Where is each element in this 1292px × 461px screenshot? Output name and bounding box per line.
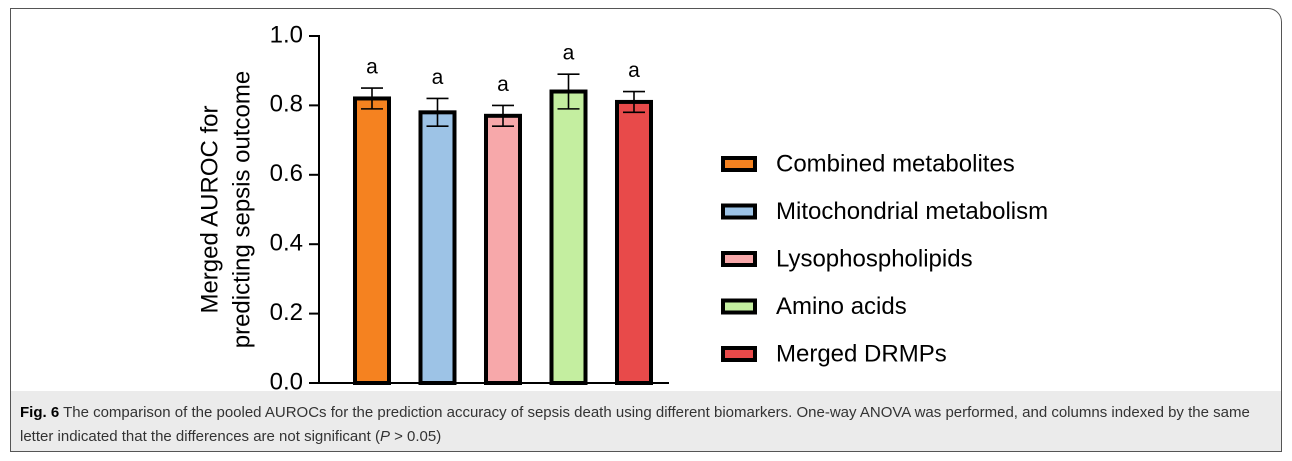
error-bar <box>492 104 514 128</box>
legend-label: Combined metabolites <box>776 150 1015 177</box>
y-tick-label: 0.4 <box>270 230 303 257</box>
significance-letter: a <box>366 56 378 79</box>
y-tick-label: 0.0 <box>270 368 303 391</box>
significance-letter: a <box>432 66 444 89</box>
error-bar <box>623 90 645 114</box>
significance-letter: a <box>497 73 509 96</box>
caption: Fig. 6 The comparison of the pooled AURO… <box>11 391 1281 451</box>
caption-italic: P <box>379 428 390 445</box>
legend-swatch <box>721 251 757 267</box>
legend-label: Mitochondrial metabolism <box>776 198 1048 225</box>
legend-swatch <box>721 298 757 315</box>
bar <box>615 99 653 386</box>
bar <box>484 113 522 385</box>
caption-text: The comparison of the pooled AUROCs for … <box>20 404 1250 445</box>
error-bar <box>426 97 449 128</box>
y-axis-label: Merged AUROC for <box>196 105 223 313</box>
legend-label: Lysophospholipids <box>776 245 973 272</box>
legend-swatch <box>721 156 757 172</box>
y-tick-label: 0.2 <box>270 299 303 326</box>
legend-label: Amino acids <box>776 293 907 320</box>
error-bar <box>557 73 580 110</box>
legend-swatch <box>721 346 757 362</box>
bar <box>549 89 588 386</box>
y-tick-label: 0.6 <box>270 160 303 187</box>
y-axis-label: predicting sepsis outcome <box>228 71 255 348</box>
y-tick-label: 0.8 <box>270 91 303 118</box>
bar <box>418 110 457 385</box>
caption-end: > 0.05) <box>389 428 442 445</box>
y-tick-label: 1.0 <box>270 21 303 48</box>
significance-letter: a <box>563 42 575 65</box>
caption-label: Fig. 6 <box>20 404 60 421</box>
chart: 0.0 0.2 0.4 0.6 0.8 1.0 Merged AUROC for predic… <box>196 21 1048 391</box>
error-bar <box>361 87 383 110</box>
bar <box>353 96 391 386</box>
significance-letter: a <box>628 59 640 82</box>
figure-frame: 0.0 0.2 0.4 0.6 0.8 1.0 Merged AUROC for predic… <box>10 8 1282 452</box>
legend-swatch <box>721 203 757 220</box>
legend-label: Merged DRMPs <box>776 340 947 367</box>
